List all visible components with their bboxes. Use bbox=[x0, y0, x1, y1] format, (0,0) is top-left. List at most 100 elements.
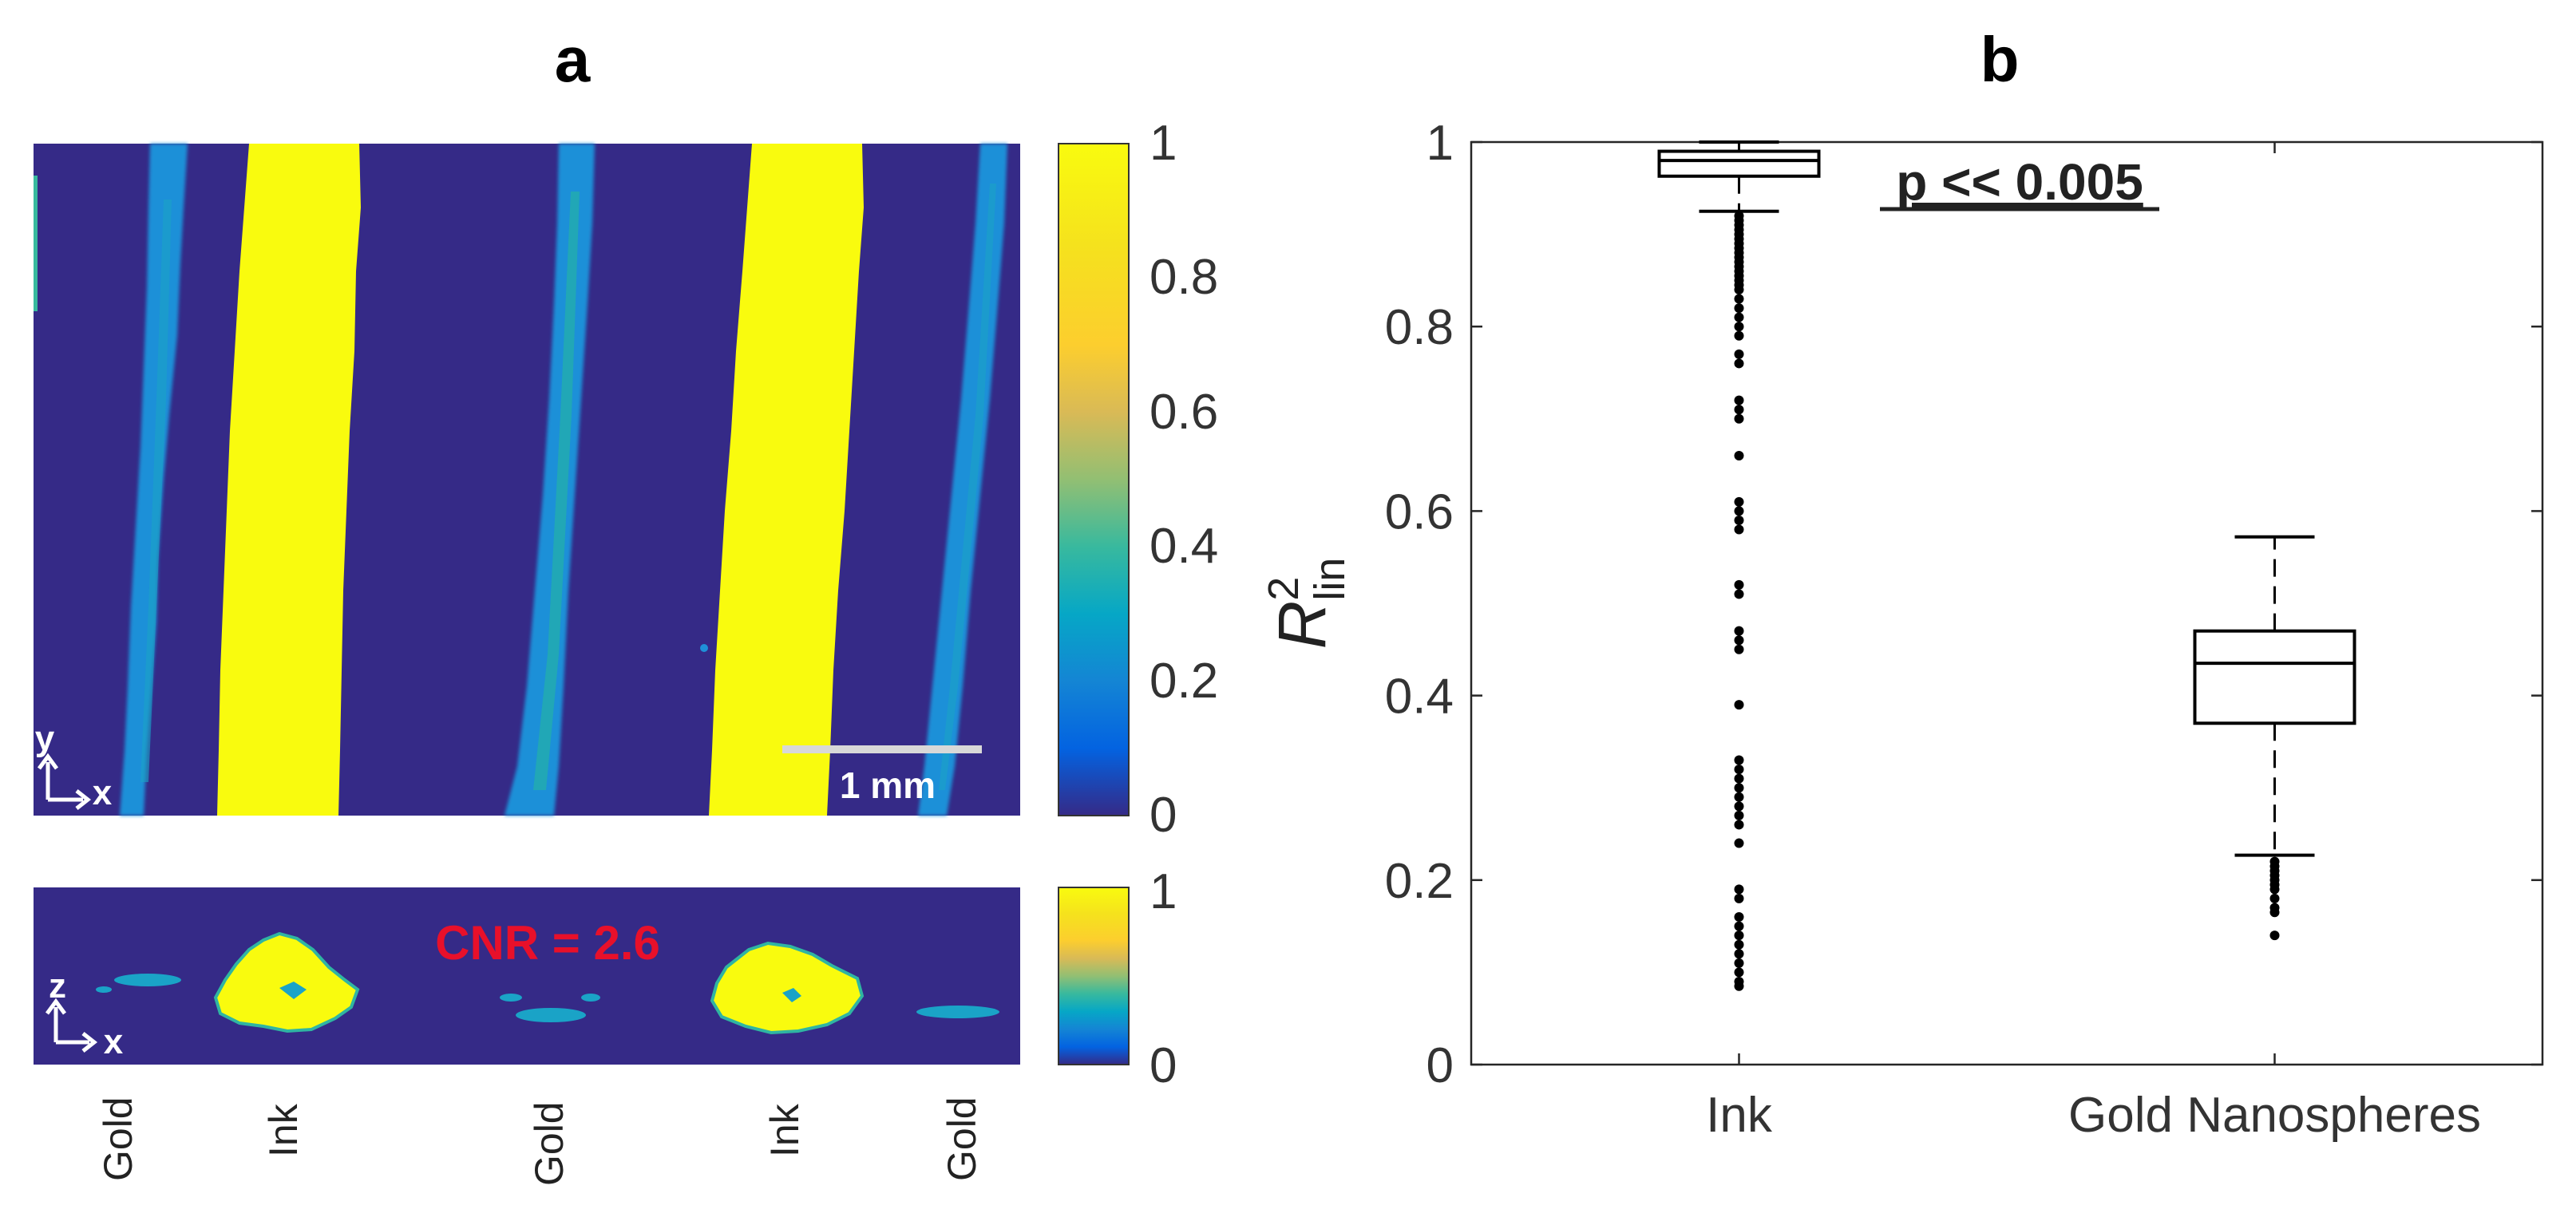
y-tick-label: 0 bbox=[1426, 1038, 1454, 1093]
boxes bbox=[1657, 140, 2356, 991]
iqr-box bbox=[1657, 149, 1821, 178]
cnr-annotation: CNR = 2.6 bbox=[435, 916, 660, 970]
box-0 bbox=[1657, 140, 1821, 991]
outlier-point bbox=[2269, 931, 2280, 941]
bottom-axis-z-label: z bbox=[49, 966, 66, 1006]
top-colorbar-tick-02: 0.2 bbox=[1150, 654, 1218, 709]
box-1 bbox=[2193, 535, 2356, 941]
boxplot-chart: 0 0.2 0.4 0.6 0.8 1 Ink Gold Nanospheres R2lin… bbox=[1260, 116, 2544, 1143]
scale-bar-label: 1 mm bbox=[840, 765, 936, 806]
left-edge-artifact bbox=[34, 176, 38, 311]
column-label-gold-2: Gold bbox=[527, 1101, 572, 1186]
bottom-axis-indicator bbox=[45, 998, 98, 1053]
gold-trace-2 bbox=[516, 1008, 586, 1022]
top-colorbar-tick-08: 0.8 bbox=[1150, 250, 1218, 305]
outlier-point bbox=[1734, 358, 1744, 369]
outlier-point bbox=[1734, 589, 1744, 599]
outlier-point bbox=[1734, 413, 1744, 424]
outlier-point bbox=[1734, 303, 1744, 314]
outlier-point bbox=[1734, 579, 1744, 590]
outlier-point bbox=[1734, 755, 1744, 765]
outlier-point bbox=[1734, 322, 1744, 332]
outlier-point bbox=[1734, 644, 1744, 654]
bottom-colorbar: 1 0 bbox=[1058, 864, 1177, 1093]
ink-blob-1-center bbox=[279, 982, 307, 999]
plot-frame bbox=[1470, 140, 2544, 1066]
gold-stripe-2-core bbox=[533, 192, 580, 790]
iqr-box bbox=[2193, 629, 2356, 725]
outlier-point bbox=[1734, 820, 1744, 830]
panel-b-label: b bbox=[1980, 24, 2020, 95]
outlier-point bbox=[1734, 783, 1744, 793]
y-axis-label-sup: 2 bbox=[1260, 577, 1308, 601]
gold-trace-3 bbox=[916, 1006, 999, 1018]
ink-blob-1 bbox=[213, 931, 360, 1033]
bottom-colorbar-tick-1: 1 bbox=[1150, 864, 1177, 919]
outlier-point bbox=[1734, 405, 1744, 415]
outlier-point bbox=[1734, 349, 1744, 359]
top-axis-y-label: y bbox=[35, 719, 55, 758]
top-axis-x-label: x bbox=[93, 773, 113, 812]
top-colorbar-tick-04: 0.4 bbox=[1150, 519, 1218, 574]
outlier-point bbox=[1734, 967, 1744, 978]
outlier-point bbox=[1734, 884, 1744, 895]
gold-trace-2b bbox=[500, 994, 522, 1002]
column-label-ink-2: Ink bbox=[762, 1103, 807, 1157]
x-axis: Ink Gold Nanospheres bbox=[1706, 142, 2481, 1143]
outlier-point bbox=[1734, 284, 1744, 294]
column-label-gold-3: Gold bbox=[940, 1097, 984, 1181]
top-colorbar-tick-0: 0 bbox=[1150, 788, 1177, 843]
column-label-gold-1: Gold bbox=[96, 1097, 140, 1181]
x-tick-label: Ink bbox=[1706, 1088, 1773, 1143]
outlier-point bbox=[1734, 792, 1744, 802]
outlier-point bbox=[1734, 496, 1744, 507]
outlier-point bbox=[2269, 893, 2280, 903]
scale-bar bbox=[782, 745, 982, 753]
gold-stripe-1-core bbox=[140, 200, 172, 782]
speck bbox=[700, 644, 708, 652]
column-label-ink-1: Ink bbox=[261, 1103, 306, 1157]
outlier-point bbox=[1734, 626, 1744, 636]
outlier-point bbox=[2269, 884, 2280, 895]
bottom-colorbar-tick-0: 0 bbox=[1150, 1038, 1177, 1093]
gold-trace-1b bbox=[96, 986, 112, 993]
outlier-point bbox=[1734, 451, 1744, 461]
panel-a-label: a bbox=[555, 24, 591, 95]
outlier-point bbox=[1734, 949, 1744, 959]
bottom-map-background bbox=[34, 887, 1020, 1065]
outlier-point bbox=[1734, 506, 1744, 516]
ink-stripe-1 bbox=[217, 144, 361, 816]
p-value-annotation: p << 0.005 bbox=[1896, 153, 2143, 211]
y-tick-label: 1 bbox=[1426, 116, 1454, 171]
top-colorbar-tick-06: 0.6 bbox=[1150, 385, 1218, 440]
y-tick-label: 0.6 bbox=[1385, 484, 1454, 539]
top-map: y x 1 mm bbox=[34, 144, 1020, 816]
outlier-point bbox=[1734, 921, 1744, 931]
outlier-point bbox=[2269, 907, 2280, 918]
outlier-point bbox=[1734, 515, 1744, 525]
outlier-point bbox=[1734, 801, 1744, 812]
outlier-point bbox=[1734, 312, 1744, 322]
outlier-point bbox=[1734, 810, 1744, 820]
top-colorbar-tick-1: 1 bbox=[1150, 116, 1177, 171]
outlier-point bbox=[1734, 395, 1744, 405]
y-axis-label-R: R bbox=[1264, 601, 1339, 650]
y-tick-label: 0.8 bbox=[1385, 300, 1454, 355]
outlier-point bbox=[1734, 635, 1744, 646]
ink-blob-2 bbox=[710, 941, 865, 1035]
outlier-point bbox=[1734, 939, 1744, 950]
outlier-point bbox=[1734, 773, 1744, 784]
outlier-point bbox=[1734, 912, 1744, 923]
outlier-point bbox=[1734, 524, 1744, 535]
y-axis: 0 0.2 0.4 0.6 0.8 1 bbox=[1385, 116, 2542, 1093]
bottom-colorbar-gradient bbox=[1058, 887, 1130, 1065]
y-tick-label: 0.2 bbox=[1385, 854, 1454, 909]
column-labels: Gold Ink Gold Ink Gold bbox=[96, 1097, 984, 1186]
outlier-point bbox=[1734, 981, 1744, 991]
gold-stripe-3-core bbox=[939, 184, 996, 790]
top-colorbar: 1 0.8 0.6 0.4 0.2 0 bbox=[1058, 116, 1218, 843]
outlier-point bbox=[1734, 700, 1744, 710]
ink-blob-2-center bbox=[782, 988, 801, 1002]
gold-trace-1 bbox=[114, 974, 181, 986]
